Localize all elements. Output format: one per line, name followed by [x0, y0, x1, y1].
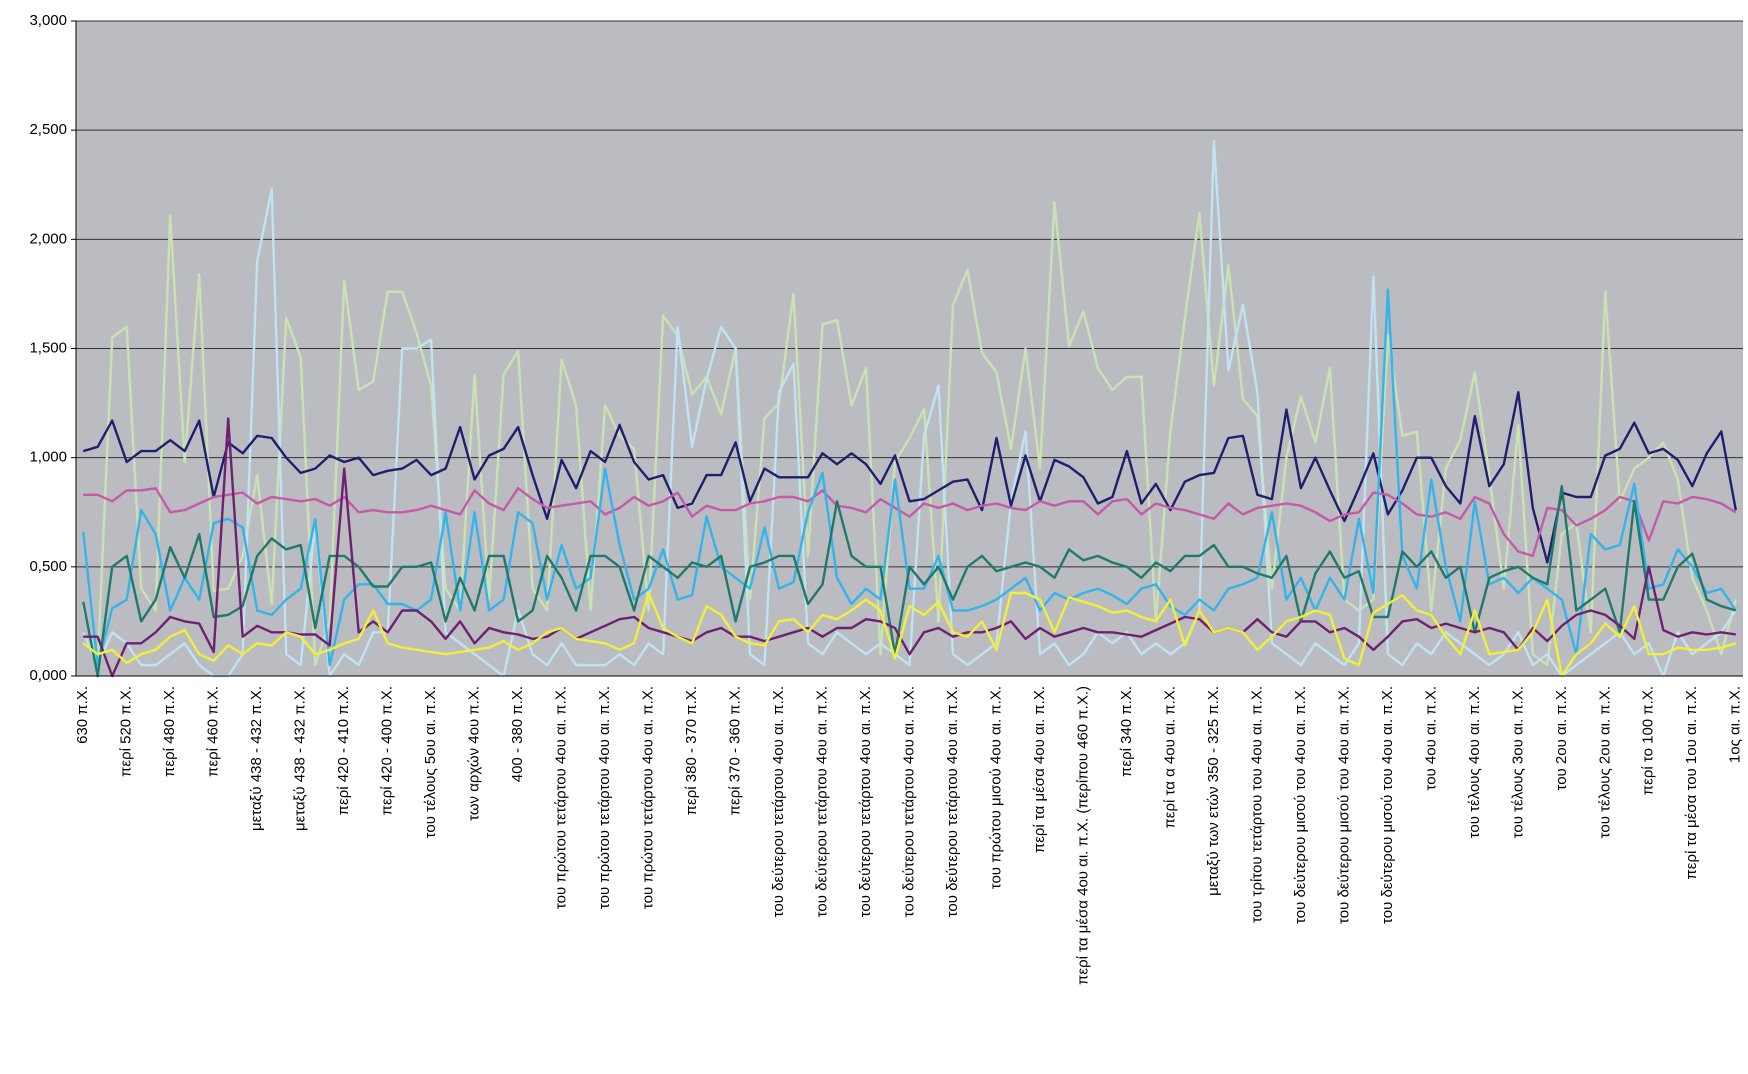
- series-line: [83, 487, 1737, 558]
- x-tick-label: του 4ου αι. π.Χ.: [1422, 686, 1439, 791]
- x-tick-label: μεταξύ 438 - 432 π.Χ.: [248, 686, 265, 831]
- x-tick-label: 630 π.Χ.: [74, 686, 91, 744]
- x-tick-label: περί 340 π.Χ.: [1118, 686, 1135, 777]
- x-tick-label: μεταξύ 438 - 432 π.Χ.: [292, 686, 309, 831]
- series-line: [82, 288, 1737, 667]
- x-tick-label: του δεύτερου μισού του 4ου αι. π.Χ.: [1292, 686, 1309, 924]
- series-line: [83, 417, 1736, 678]
- x-tick-label: των αρχών 4ου π.Χ.: [466, 686, 483, 821]
- x-tick-label: 1ος αι. π.Χ.: [1727, 686, 1744, 763]
- x-tick-label: περί τα μέσα του 1ου αι. π.Χ.: [1683, 686, 1700, 880]
- y-tick-label: 0,000: [29, 667, 67, 684]
- x-tick-label: του δεύτερου μισού του 4ου αι. π.Χ.: [1379, 686, 1396, 924]
- x-tick-label: περί 370 - 360 π.Χ.: [727, 686, 744, 815]
- x-tick-label: του πρώτου τετάρτου 4ου αι. π.Χ.: [553, 686, 570, 909]
- x-tick-label: 400 - 380 π.Χ.: [509, 686, 526, 782]
- x-tick-label: μεταξύ των ετών 350 - 325 π.Χ.: [1205, 686, 1222, 896]
- y-tick-label: 1,000: [29, 449, 67, 466]
- x-tick-label: του δεύτερου τετάρτου 4ου αι. π.Χ.: [900, 686, 917, 917]
- x-tick-label: του τέλους 2ου αι. π.Χ.: [1596, 686, 1613, 838]
- x-tick-label: του τέλους 5ου αι. π.Χ.: [422, 686, 439, 838]
- x-tick-label: περί 380 - 370 π.Χ.: [683, 686, 700, 815]
- x-tick-label: του πρώτου τετάρτου 4ου αι. π.Χ.: [640, 686, 657, 909]
- x-tick-label: περί 520 π.Χ.: [118, 686, 135, 777]
- x-tick-label: του δεύτερου τετάρτου 4ου αι. π.Χ.: [857, 686, 874, 917]
- x-tick-label: περί 420 - 400 π.Χ.: [379, 686, 396, 815]
- x-tick-label: του δεύτερου μισού του 4ου αι. π.Χ.: [1335, 686, 1352, 924]
- x-tick-label: του δεύτερου τετάρτου 4ου αι. π.Χ.: [770, 686, 787, 917]
- x-tick-label: του 2ου αι. π.Χ.: [1553, 686, 1570, 791]
- y-tick-label: 0,500: [29, 558, 67, 575]
- x-tick-label: περί 420 - 410 π.Χ.: [335, 686, 352, 815]
- x-tick-label: περί τα μέσα 4ου αι. π.Χ.: [1031, 686, 1048, 853]
- y-tick-label: 2,500: [29, 121, 67, 138]
- y-tick-label: 1,500: [29, 339, 67, 356]
- series-line: [82, 591, 1737, 678]
- x-tick-label: του πρώτου τετάρτου 4ου αι. π.Χ.: [596, 686, 613, 909]
- x-tick-label: του τέλους 4ου αι. π.Χ.: [1466, 686, 1483, 838]
- x-tick-label: του δεύτερου τετάρτου 4ου αι. π.Χ.: [813, 686, 830, 917]
- x-tick-label: του πρώτου μισού 4ου αι. π.Χ.: [987, 686, 1004, 889]
- series-line: [82, 391, 1737, 564]
- x-tick-label: του δεύτερου τετάρτου 4ου αι. π.Χ.: [944, 686, 961, 917]
- x-tick-label: του τέλους 3ου αι. π.Χ.: [1509, 686, 1526, 838]
- x-tick-label: περί τα μέσα 4ου αι. π.Χ. (περίπου 460 π…: [1074, 686, 1091, 985]
- series-line: [82, 139, 1737, 678]
- x-tick-label: του τρίτου τετάρτου του 4ου αι. π.Χ.: [1248, 686, 1265, 923]
- x-tick-label: περί τα α 4ου αι. π.Χ.: [1161, 686, 1178, 829]
- series-line: [82, 484, 1737, 678]
- x-tick-label: περί 480 π.Χ.: [161, 686, 178, 777]
- x-tick-label: περί το 100 π.Χ.: [1640, 686, 1657, 795]
- x-tick-label: περί 460 π.Χ.: [205, 686, 222, 777]
- y-tick-label: 3,000: [29, 12, 67, 29]
- series-line: [82, 201, 1737, 667]
- y-tick-label: 2,000: [29, 230, 67, 247]
